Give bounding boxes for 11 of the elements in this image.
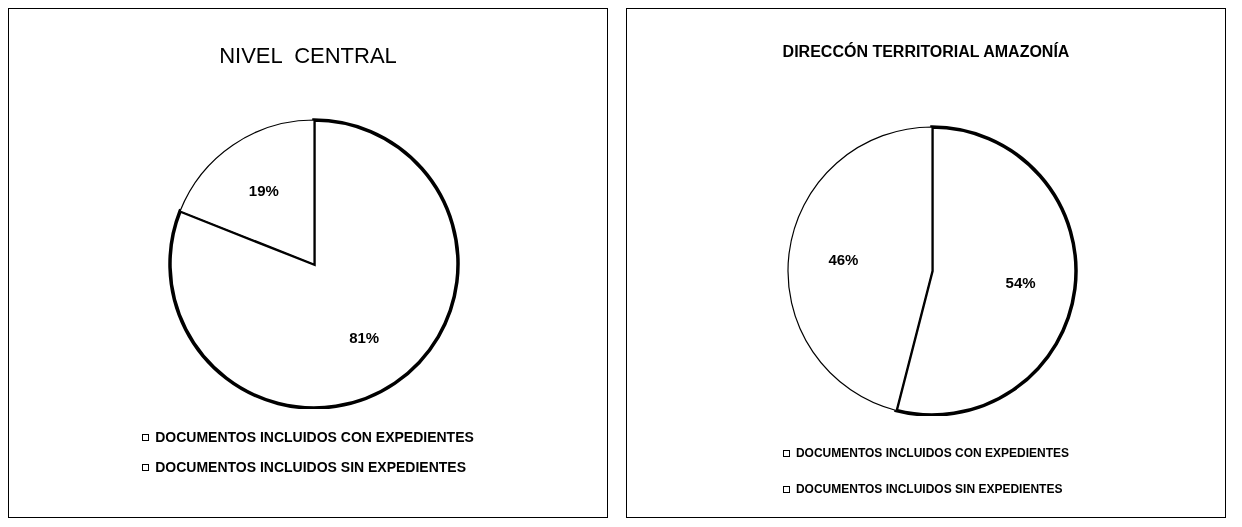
chart-title: NIVEL CENTRAL bbox=[218, 43, 398, 69]
legend-label: DOCUMENTOS INCLUIDOS SIN EXPEDIENTES bbox=[155, 459, 467, 475]
chart-title: DIRECCÓN TERRITORIAL AMAZONÍA bbox=[781, 43, 1071, 61]
pie-slice bbox=[168, 118, 460, 409]
data-label: 46% bbox=[828, 251, 859, 269]
data-label: 19% bbox=[248, 181, 279, 199]
legend-label: DOCUMENTOS INCLUIDOS SIN EXPEDIENTES bbox=[795, 482, 1063, 496]
data-label: 54% bbox=[1005, 273, 1036, 291]
data-label: 81% bbox=[349, 329, 380, 347]
legend-label: DOCUMENTOS INCLUIDOS CON EXPEDIENTES bbox=[155, 429, 474, 445]
legend-label: DOCUMENTOS INCLUIDOS CON EXPEDIENTES bbox=[795, 446, 1070, 460]
